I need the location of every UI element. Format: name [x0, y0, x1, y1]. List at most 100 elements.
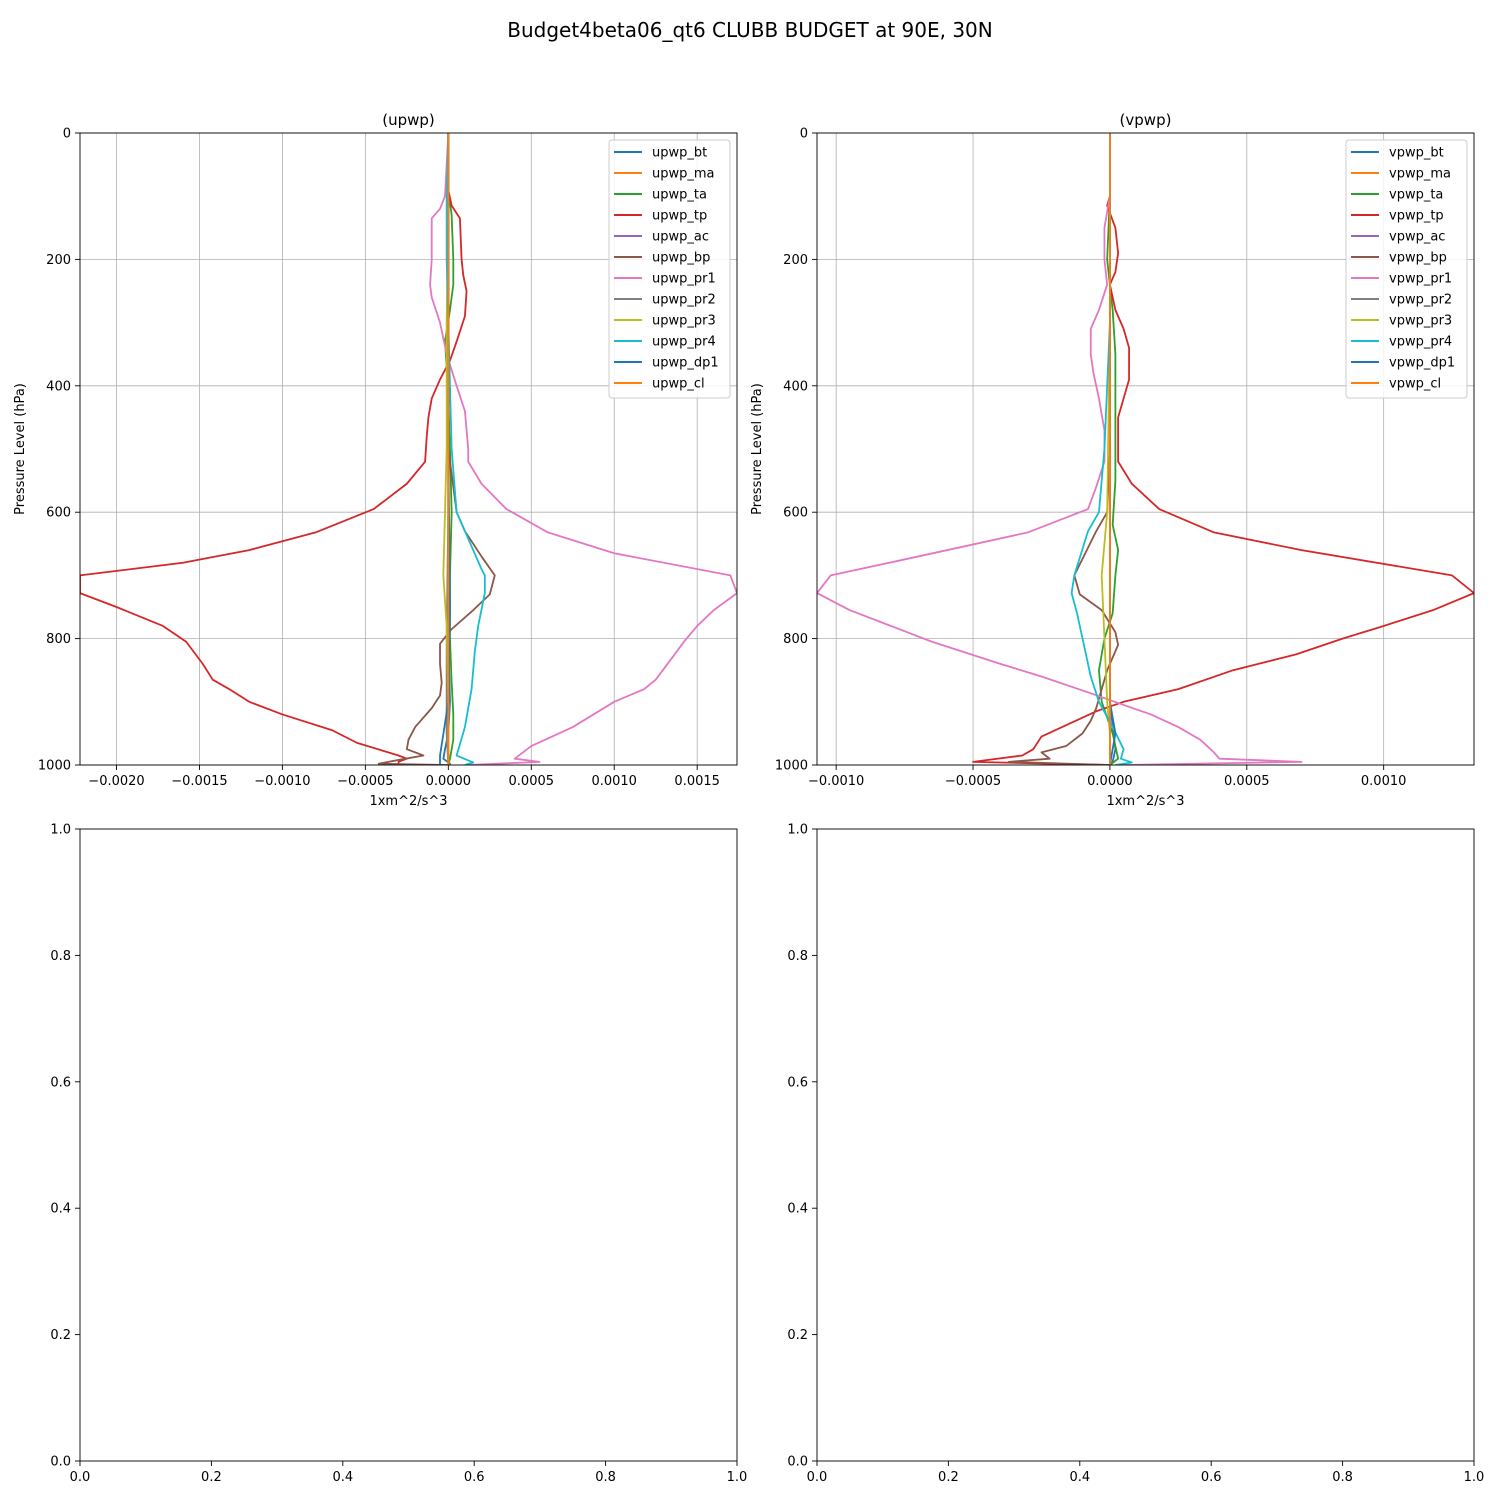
axes-frame: [816, 828, 1475, 1462]
legend: upwp_bt upwp_ma upwp_ta upwp_tp upwp_ac upwp_…: [608, 139, 731, 399]
series-group: [80, 133, 737, 765]
x-tick-label: −0.0010: [254, 774, 310, 789]
x-tick-label: 0.0010: [591, 774, 637, 789]
legend-box: [608, 139, 731, 399]
y-axis-label: Pressure Level (hPa): [750, 383, 765, 515]
x-tick-label: 0.2: [938, 1470, 959, 1485]
legend-label: vpwp_pr1: [1389, 272, 1452, 287]
legend-label: upwp_ta: [652, 188, 707, 203]
x-tick-label: 0.2: [201, 1470, 222, 1485]
panels: −0.0020 −0.0015 −0.0010 −0.0005 0.0000 0.0005…: [13, 111, 1484, 1485]
x-tick-label: 0.0005: [509, 774, 555, 789]
series-line-vpwp_pr1: [817, 133, 1303, 765]
y-tick-label: 1.0: [50, 823, 71, 838]
y-tick-label: 0.2: [50, 1328, 71, 1343]
legend-label: vpwp_ma: [1389, 167, 1451, 182]
panel-1: −0.0020 −0.0015 −0.0010 −0.0005 0.0000 0.0005…: [13, 111, 738, 809]
axes-frame: [79, 828, 738, 1462]
y-tick-label: 1000: [38, 759, 71, 774]
series-line-vpwp_pr4: [1070, 133, 1133, 765]
x-axis-label: 1xm^2/s^3: [1106, 794, 1184, 809]
legend: vpwp_bt vpwp_ma vpwp_ta vpwp_tp vpwp_ac vpwp_…: [1345, 139, 1468, 399]
x-tick-label: −0.0020: [88, 774, 144, 789]
legend-label: upwp_ma: [652, 167, 715, 182]
legend-label: upwp_ac: [652, 230, 709, 245]
legend-box: [1345, 139, 1468, 399]
legend-label: vpwp_pr2: [1389, 293, 1452, 308]
x-tick-label: 0.6: [464, 1470, 485, 1485]
axes-title: (upwp): [382, 111, 435, 129]
legend-label: upwp_dp1: [652, 356, 719, 371]
legend-label: vpwp_bp: [1389, 251, 1447, 266]
y-tick-label: 0.6: [787, 1075, 808, 1090]
legend-label: upwp_bt: [652, 146, 707, 161]
x-tick-label: 0.8: [1332, 1470, 1353, 1485]
x-tick-label: 0.0: [807, 1470, 828, 1485]
x-tick-label: −0.0005: [945, 774, 1001, 789]
x-tick-label: −0.0015: [171, 774, 227, 789]
x-tick-label: 0.0000: [1087, 774, 1133, 789]
y-tick-label: 800: [783, 632, 808, 647]
y-tick-label: 0.4: [787, 1202, 808, 1217]
series-line-upwp_bp: [377, 133, 496, 765]
x-tick-label: 0.0005: [1224, 774, 1270, 789]
x-axis-label: 1xm^2/s^3: [369, 794, 447, 809]
legend-label: vpwp_cl: [1389, 377, 1441, 392]
figure-title: Budget4beta06_qt6 CLUBB BUDGET at 90E, 3…: [507, 18, 993, 42]
x-tick-label: 0.6: [1201, 1470, 1222, 1485]
legend-label: vpwp_ta: [1389, 188, 1443, 203]
x-tick-label: 1.0: [727, 1470, 748, 1485]
x-tick-label: 0.0015: [674, 774, 720, 789]
legend-label: vpwp_pr4: [1389, 335, 1452, 350]
y-tick-label: 0.0: [50, 1455, 71, 1470]
y-tick-label: 0.2: [787, 1328, 808, 1343]
panel-3: 0.0 0.2 0.4 0.6 0.8 1.0 0.0 0.2 0.4 0.6 0.8 1.0: [50, 823, 747, 1486]
legend-label: vpwp_pr3: [1389, 314, 1452, 329]
axes-frame: [79, 132, 738, 766]
y-tick-label: 400: [783, 379, 808, 394]
series-group: [817, 133, 1474, 765]
axes-title: (vpwp): [1120, 111, 1172, 129]
y-tick-label: 0.6: [50, 1075, 71, 1090]
x-tick-label: 0.0: [70, 1470, 91, 1485]
legend-label: upwp_pr4: [652, 335, 716, 350]
panel-2: −0.0010 −0.0005 0.0000 0.0005 0.0010 0 200 400 6…: [750, 111, 1475, 809]
y-tick-label: 200: [46, 253, 71, 268]
y-tick-label: 0.0: [787, 1455, 808, 1470]
legend-label: vpwp_dp1: [1389, 356, 1455, 371]
legend-label: upwp_pr2: [652, 293, 716, 308]
y-axis-label: Pressure Level (hPa): [13, 383, 28, 515]
legend-label: upwp_bp: [652, 251, 710, 266]
legend-label: vpwp_bt: [1389, 146, 1444, 161]
legend-label: upwp_pr1: [652, 272, 716, 287]
panel-4: 0.0 0.2 0.4 0.6 0.8 1.0 0.0 0.2 0.4 0.6 0.8 1.0: [787, 823, 1484, 1486]
y-tick-label: 0: [800, 127, 808, 142]
legend-label: vpwp_ac: [1389, 230, 1445, 245]
y-tick-label: 600: [46, 506, 71, 521]
series-line-vpwp_tp: [972, 133, 1474, 765]
y-tick-label: 400: [46, 379, 71, 394]
y-tick-label: 600: [783, 506, 808, 521]
y-tick-label: 0.8: [50, 949, 71, 964]
x-tick-label: −0.0005: [337, 774, 393, 789]
y-tick-label: 200: [783, 253, 808, 268]
legend-label: upwp_tp: [652, 209, 707, 224]
series-line-upwp_pr1: [429, 133, 737, 765]
x-tick-label: 1.0: [1464, 1470, 1485, 1485]
y-tick-label: 0: [63, 127, 71, 142]
legend-label: upwp_cl: [652, 377, 705, 392]
y-tick-label: 1000: [775, 759, 808, 774]
x-tick-label: 0.4: [332, 1470, 353, 1485]
x-tick-label: 0.8: [595, 1470, 616, 1485]
y-tick-label: 800: [46, 632, 71, 647]
y-tick-label: 1.0: [787, 823, 808, 838]
x-tick-label: 0.4: [1069, 1470, 1090, 1485]
axes-frame: [816, 132, 1475, 766]
x-tick-label: 0.0010: [1361, 774, 1407, 789]
series-line-upwp_tp: [80, 133, 468, 765]
legend-label: upwp_pr3: [652, 314, 716, 329]
y-tick-label: 0.8: [787, 949, 808, 964]
x-tick-label: −0.0010: [808, 774, 864, 789]
legend-label: vpwp_tp: [1389, 209, 1444, 224]
